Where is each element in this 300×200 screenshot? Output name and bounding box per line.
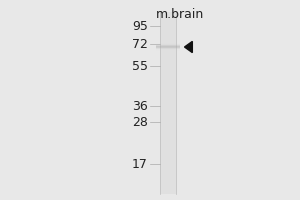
Text: 72: 72 (132, 38, 148, 50)
Text: 28: 28 (132, 116, 148, 129)
Text: 17: 17 (132, 158, 148, 170)
Text: 95: 95 (132, 20, 148, 32)
Polygon shape (184, 41, 192, 53)
Bar (160, 12, 176, 194)
Text: 36: 36 (132, 99, 148, 112)
Text: m.brain: m.brain (156, 8, 204, 21)
Text: 55: 55 (132, 60, 148, 72)
